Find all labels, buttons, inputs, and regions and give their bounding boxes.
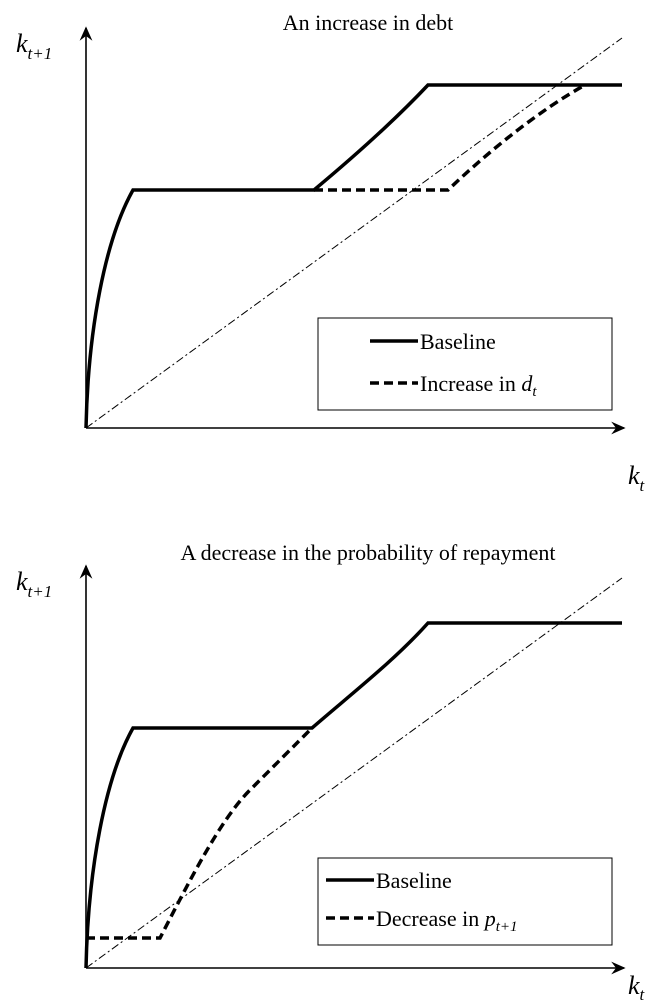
baseline-curve [84,621,622,969]
panel-title: An increase in debt [283,10,453,35]
legend-label: Baseline [420,329,496,354]
legend-label: Baseline [376,868,452,893]
legend-label: Decrease in pt+1 [376,906,518,935]
baseline-curve [84,83,622,429]
legend-label: Increase in dt [420,371,537,400]
diagonal [85,577,623,969]
x-axis-label: kt [628,971,646,1002]
panel-title: A decrease in the probability of repayme… [180,540,555,565]
legend [317,317,613,411]
y-axis-label: kt+1 [16,567,52,601]
alt-curve [314,83,586,192]
x-axis-label: kt [628,461,646,495]
y-axis-label: kt+1 [16,29,52,63]
alt-curve [86,726,314,940]
diagonal [85,37,623,429]
panel-1: An increase in debt kt+1 kt Baseline Inc… [16,10,646,495]
panel-2: A decrease in the probability of repayme… [16,540,646,1002]
legend [317,857,613,946]
